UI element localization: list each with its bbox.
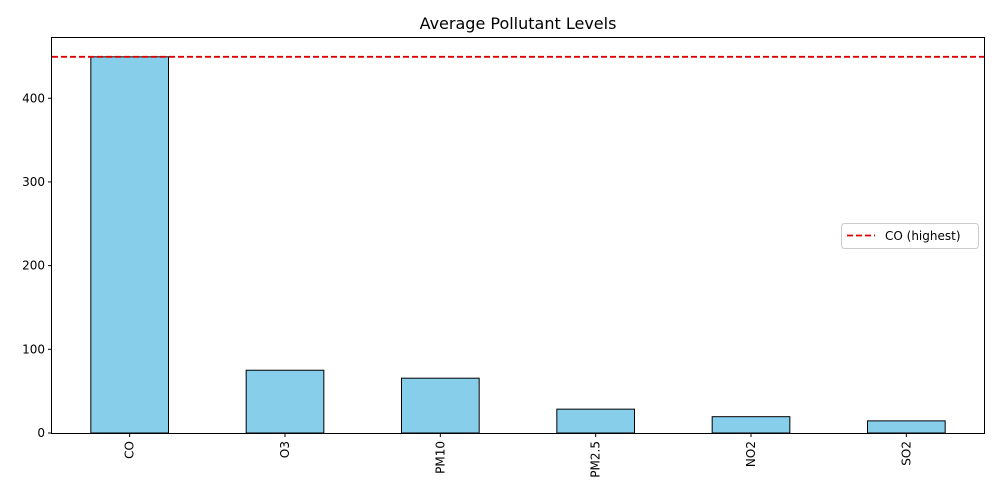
x-tick-label: PM10 [433, 441, 447, 474]
bar-no2 [711, 416, 791, 434]
legend-label: CO (highest) [885, 229, 961, 243]
bar-pm25 [556, 408, 636, 434]
bar-o3 [245, 369, 325, 434]
bar-co [90, 56, 169, 434]
y-tick-label: 100 [22, 342, 45, 356]
bars-layer [90, 56, 946, 434]
x-tick-label: SO2 [899, 441, 913, 466]
y-tick-label: 0 [37, 426, 45, 440]
plot-frame [51, 37, 985, 434]
legend-box [841, 223, 979, 249]
chart-title: Average Pollutant Levels [420, 14, 617, 33]
y-tick-label: 300 [22, 175, 45, 189]
x-tick-label: PM2.5 [589, 441, 603, 478]
x-tick-label: NO2 [744, 441, 758, 467]
bar-so2 [867, 420, 946, 434]
y-tick-label: 200 [22, 259, 45, 273]
bar-pm10 [401, 377, 480, 434]
y-tick-label: 400 [22, 91, 45, 105]
x-axis: CO O3 PM10 PM2.5 NO2 SO2 [123, 433, 913, 478]
legend: CO (highest) [841, 223, 979, 249]
y-axis: 0 100 200 300 400 [22, 91, 52, 440]
x-tick-label: CO [123, 441, 137, 459]
x-tick-label: O3 [278, 441, 292, 458]
